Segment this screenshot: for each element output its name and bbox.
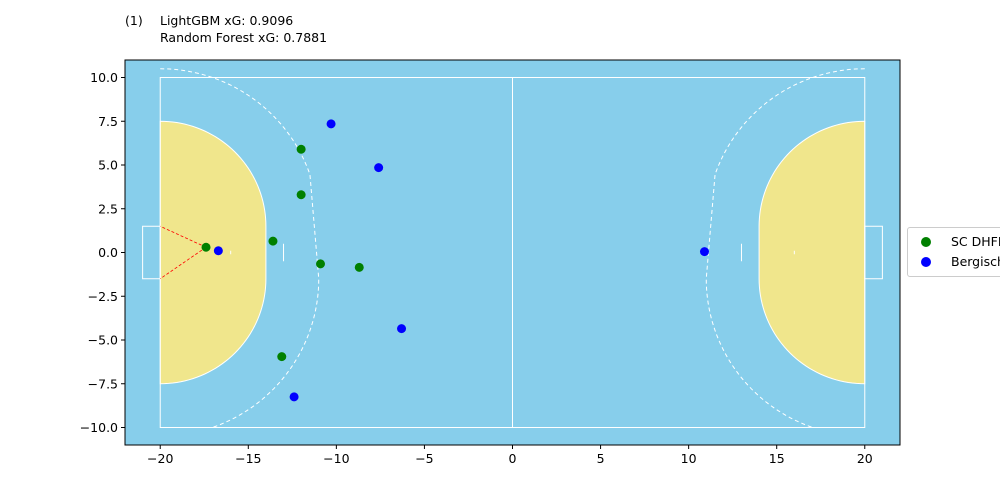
goal-area-left: [159, 120, 267, 385]
goal-area-right: [758, 120, 866, 385]
shot-angle-line-1: [160, 225, 207, 248]
legend-marker-leipzig: [921, 237, 931, 247]
point-series-1-2: [374, 163, 384, 173]
free-throw-line-left: [160, 68, 320, 428]
point-series-0-2: [296, 144, 306, 154]
y-tick-label: 5.0: [98, 158, 118, 173]
point-series-0-0: [201, 242, 211, 252]
legend-label-leipzig: SC DHFK Leipzig: [951, 234, 1000, 249]
point-series-1-1: [326, 119, 336, 129]
x-tick-label: −5: [415, 451, 433, 466]
y-tick-label: −10.0: [80, 420, 118, 435]
point-series-1-0: [213, 246, 223, 256]
shot-angle-lines: [160, 225, 207, 280]
annotation-index: (1): [125, 13, 143, 28]
legend-marker-bergischer: [921, 257, 931, 267]
annotation-lightgbm-xg: LightGBM xG: 0.9096: [160, 13, 294, 28]
x-tick-label: 10: [681, 451, 697, 466]
y-tick-label: −7.5: [88, 376, 118, 391]
handball-court: [142, 68, 883, 428]
point-series-1-4: [289, 392, 299, 402]
point-series-1-5: [699, 247, 709, 257]
x-tick-label: 0: [509, 451, 517, 466]
point-series-0-4: [316, 259, 326, 269]
point-series-1-3: [397, 324, 407, 334]
x-tick-label: 5: [597, 451, 605, 466]
y-tick-label: 10.0: [90, 70, 118, 85]
annotation-random-forest-xg: Random Forest xG: 0.7881: [160, 30, 328, 45]
x-tick-label: −15: [235, 451, 261, 466]
x-tick-label: −10: [323, 451, 349, 466]
axes: −20 −15 −10 −5 0 5 10 15 20 −10.0 −7.5 −5.0 −2.5 0.0 2…: [80, 59, 901, 466]
y-tick-label: 0.0: [98, 245, 118, 260]
shot-angle-line-2: [160, 246, 207, 280]
scatter-points: [201, 119, 709, 402]
legend-entry-bergischer: Bergischer HC: [908, 252, 1000, 272]
goal-left: [142, 225, 161, 280]
y-tick-label: −2.5: [88, 289, 118, 304]
goal-right: [864, 225, 883, 280]
x-tick-label: −20: [147, 451, 173, 466]
legend-entry-leipzig: SC DHFK Leipzig: [908, 232, 1000, 252]
y-tick-label: 2.5: [98, 201, 118, 216]
x-tick-label: 15: [769, 451, 785, 466]
point-series-0-3: [296, 190, 306, 200]
point-series-0-5: [354, 262, 364, 272]
legend-label-bergischer: Bergischer HC: [951, 254, 1000, 269]
legend: SC DHFK Leipzig Bergischer HC: [907, 227, 1000, 277]
point-series-0-6: [277, 352, 287, 362]
point-series-0-1: [268, 236, 278, 246]
y-tick-label: −5.0: [88, 333, 118, 348]
y-tick-label: 7.5: [98, 114, 118, 129]
x-tick-label: 20: [857, 451, 873, 466]
free-throw-line-right: [705, 68, 865, 428]
